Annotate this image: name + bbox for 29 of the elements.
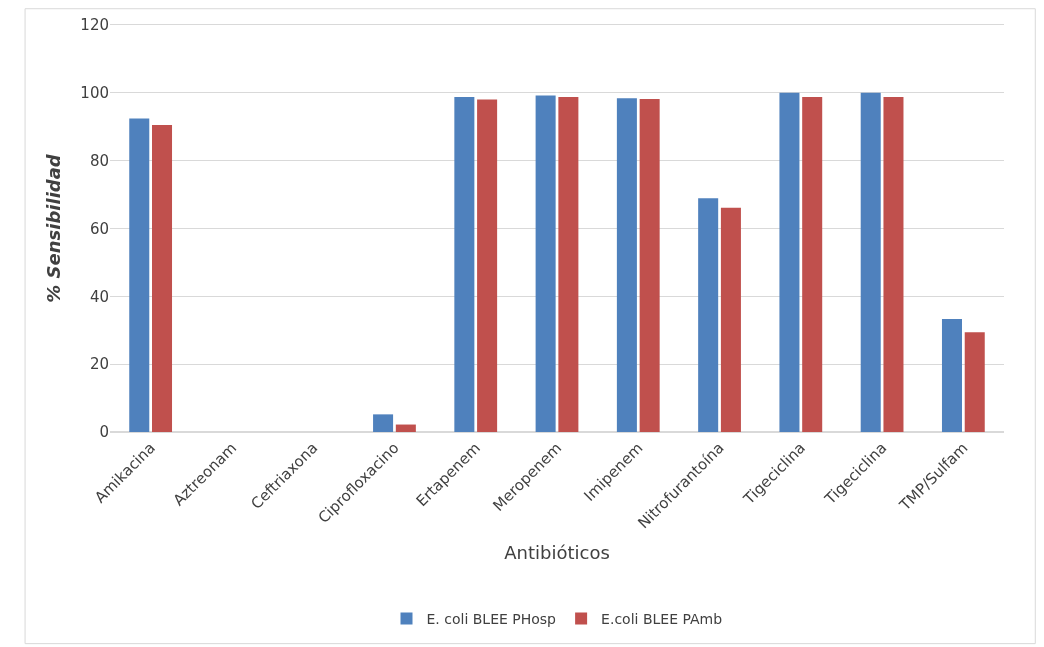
bar <box>883 96 904 432</box>
y-tick-label: 80 <box>89 151 109 170</box>
y-tick-label: 40 <box>89 287 109 306</box>
bar <box>152 125 173 432</box>
bar <box>535 95 556 432</box>
y-tick-label: 0 <box>99 423 109 442</box>
legend-label: E.coli BLEE PAmb <box>601 611 723 627</box>
bar <box>964 332 985 432</box>
y-tick-label: 120 <box>80 16 109 35</box>
bar <box>941 319 962 432</box>
bar <box>698 198 719 432</box>
bar <box>616 98 637 432</box>
y-tick-label: 100 <box>80 84 109 103</box>
bar <box>454 96 475 432</box>
legend-label: E. coli BLEE PHosp <box>426 611 557 627</box>
x-axis-title: Antibióticos <box>504 542 610 564</box>
bar <box>558 96 579 432</box>
bar <box>720 207 741 432</box>
bar <box>129 118 150 432</box>
bar <box>802 96 823 432</box>
bar <box>477 99 498 432</box>
y-axis-title: % Sensibilidad <box>42 153 64 303</box>
bar <box>373 414 394 432</box>
y-tick-label: 60 <box>89 219 109 238</box>
bar <box>639 98 660 432</box>
bar <box>860 92 881 432</box>
y-tick-label: 20 <box>89 355 109 374</box>
bar <box>779 92 800 432</box>
bar <box>395 424 416 432</box>
